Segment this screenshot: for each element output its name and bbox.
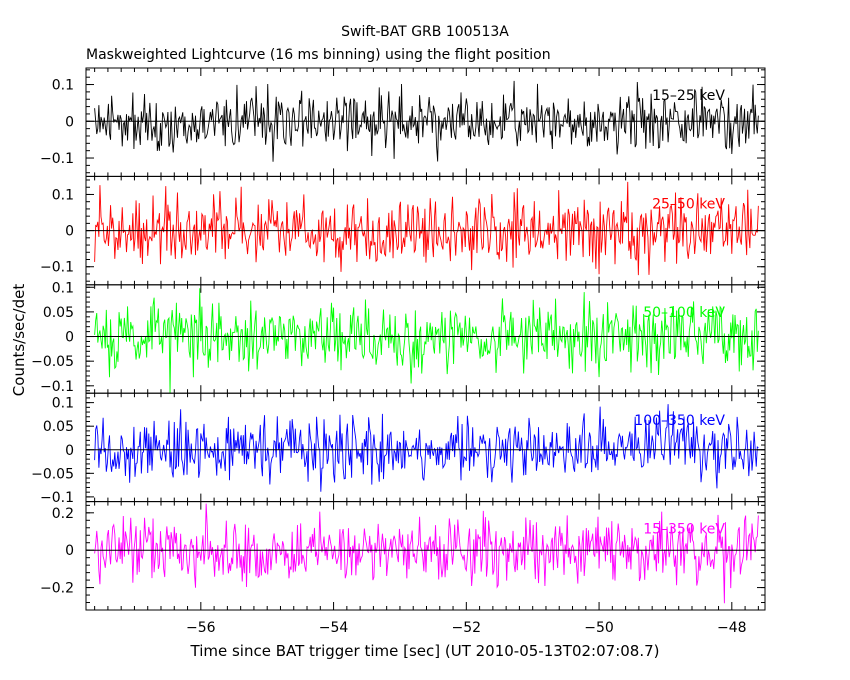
y-tick-label: 0 [65, 543, 74, 559]
panel-3: 50–100 keV −0.1 −0.05 0 0.05 0.1 [31, 280, 766, 395]
y-tick-label: −0.1 [40, 260, 74, 276]
panel-frame-5 [85, 501, 766, 611]
x-axis-title: Time since BAT trigger time [sec] (UT 20… [190, 642, 660, 660]
x-tick-label: −50 [584, 620, 614, 636]
y-tick-label: −0.1 [40, 151, 74, 167]
y-tick-label: 0.1 [52, 280, 74, 296]
band-label-4: 100–350 keV [634, 413, 725, 429]
band-label-1: 15–25 keV [652, 88, 725, 104]
y-tick-label: 0.05 [43, 305, 74, 321]
y-tick-label: 0.1 [52, 396, 74, 412]
series-line-5 [94, 503, 759, 604]
panel-stack: 15–25 keV−0.100.125–50 keV−0.100.150–100… [31, 67, 766, 611]
y-tick-label: 0.2 [52, 506, 74, 522]
series-line-4 [94, 404, 759, 492]
y-tick-label: 0 [65, 330, 74, 346]
series-line-2 [94, 181, 759, 276]
y-tick-label: −0.1 [40, 379, 74, 395]
y-tick-label: −0.2 [40, 581, 74, 597]
y-tick-label: −0.05 [31, 354, 74, 370]
panel-1: 15–25 keV −0.1 0 0.1 [40, 67, 766, 177]
x-tick-label: −48 [717, 620, 747, 636]
y-tick-label: 0.1 [52, 187, 74, 203]
y-tick-label: −0.05 [31, 466, 74, 482]
band-label-2: 25–50 keV [652, 196, 725, 212]
y-tick-label: −0.1 [40, 490, 74, 506]
chart-title: Swift-BAT GRB 100513A [341, 24, 509, 40]
chart-subtitle: Maskweighted Lightcurve (16 ms binning) … [86, 47, 551, 63]
y-tick-label: 0.05 [43, 419, 74, 435]
y-tick-label: 0 [65, 224, 74, 240]
y-tick-label: 0 [65, 114, 74, 130]
x-tick-label: −56 [186, 620, 216, 636]
band-label-5: 15–350 keV [643, 522, 725, 538]
y-tick-label: 0.1 [52, 78, 74, 94]
band-label-3: 50–100 keV [643, 305, 725, 321]
panel-4: 100–350 keV −0.1 −0.05 0 0.05 0.1 [31, 392, 766, 506]
y-axis-title: Counts/sec/det [10, 284, 28, 397]
x-tick-label: −54 [319, 620, 349, 636]
x-axis: −56 −54 −52 −50 −48 [186, 620, 747, 636]
panel-5: 15–350 keV −0.2 0 0.2 [40, 501, 766, 611]
y-tick-label: 0 [65, 443, 74, 459]
x-tick-label: −52 [452, 620, 482, 636]
series-line-3 [94, 288, 759, 394]
